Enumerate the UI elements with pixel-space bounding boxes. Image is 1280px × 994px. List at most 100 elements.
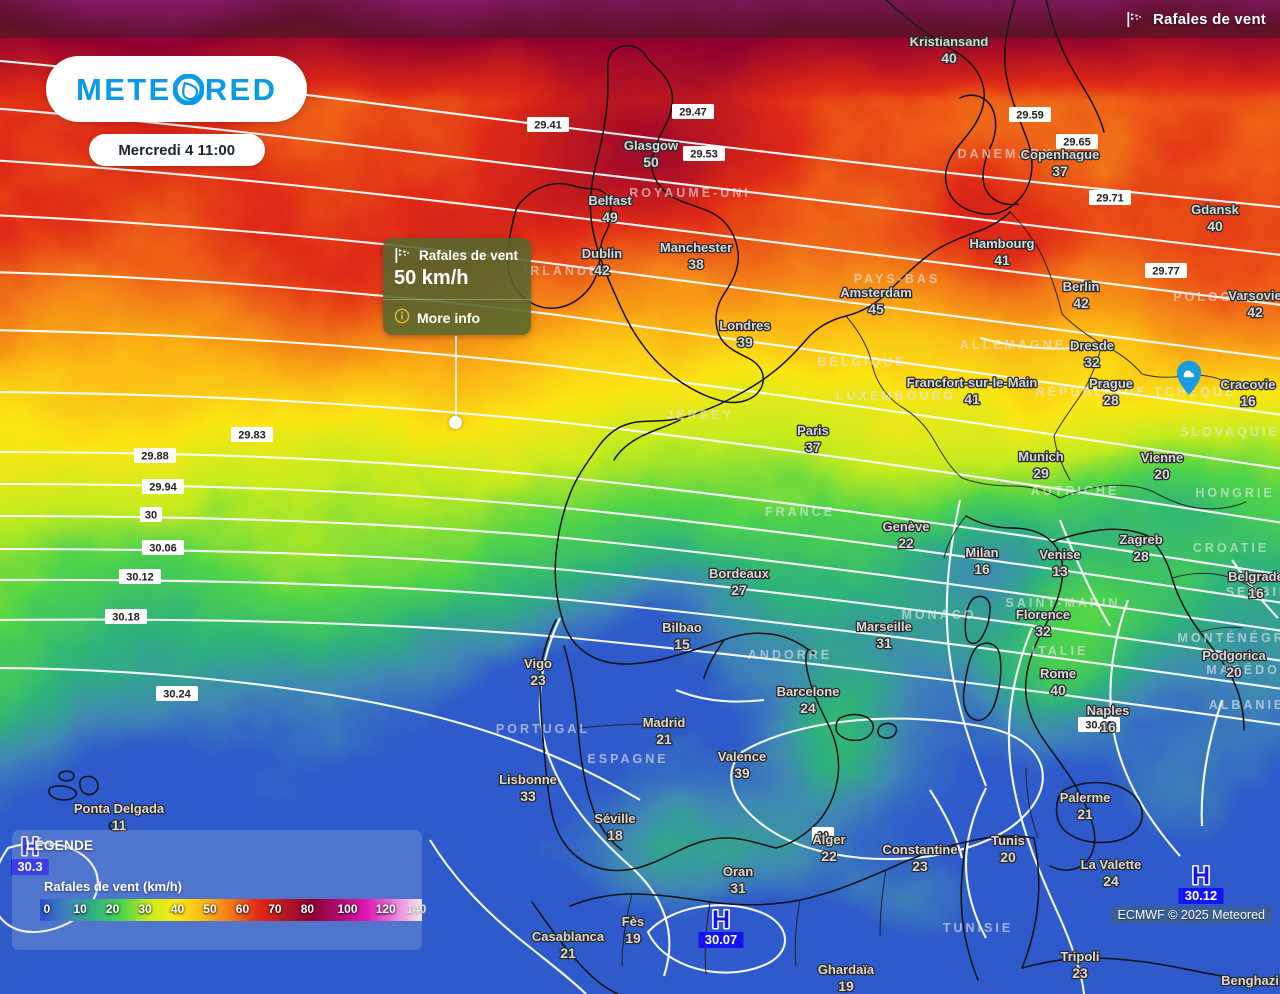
isobar-label-bg [1056,134,1098,149]
city-label: Lisbonne [499,772,557,787]
legend-subtitle: Rafales de vent (km/h) [44,879,182,894]
isobar-label: 29.59 [1016,110,1044,122]
city-label: Dublin [582,246,622,261]
brand-name-part1: METE [76,71,172,107]
isobar-label: 29.53 [690,149,718,161]
callout-title: Rafales de vent [419,248,519,263]
city-label: Podgorica [1202,648,1266,663]
city-value: 27 [731,582,747,598]
city-label: Oran [723,864,753,879]
city-value: 15 [674,636,690,652]
city-label: Fès [622,914,644,929]
city-value: 37 [805,439,821,455]
city-label: Zagreb [1119,532,1162,547]
city-value: 23 [530,672,546,688]
country-label: MONACO [902,608,977,622]
city-value: 29 [1033,465,1049,481]
country-label: PAYS-BAS [854,272,941,286]
city-value: 16 [1248,585,1264,601]
isobar-label-bg [683,146,725,161]
city-label: Paris [797,423,829,438]
isobar-label-bg [1089,190,1131,205]
legend-tick: 120 [375,902,396,916]
isobar-label-bg [1145,263,1187,278]
legend-tick: 40 [170,902,185,916]
pressure-center-value: 30.07 [705,932,738,947]
country-label: IRLANDE [524,264,601,278]
layer-header-bar: Rafales de vent [0,0,1280,38]
city-value: 37 [1052,163,1068,179]
isobar-label: 29.41 [534,120,562,132]
info-circle-icon [394,308,410,327]
city-value: 33 [520,788,536,804]
isobar-labels: 29.41 29.47 29.53 29.59 29.65 29.71 29.77 29.83… [105,104,1187,842]
city-label: Naples [1087,703,1130,718]
city-value: 38 [688,256,704,272]
city-label: Valence [718,749,766,764]
country-label: SAINT-MARIN [1006,596,1121,610]
city-label: Barcelone [777,684,840,699]
country-label: HONGRIE [1195,486,1274,500]
city-value: 49 [602,209,618,225]
layer-title: Rafales de vent [1152,10,1266,28]
city-label: Ghardaïa [818,962,875,977]
city-value: 16 [1240,393,1256,409]
city-value: 39 [734,765,750,781]
city-label: Palerme [1060,790,1111,805]
brand-block: METE RED Mercredi 4 11:00 [46,56,308,166]
city-value: 20 [1226,664,1242,680]
city-value: 32 [1084,354,1100,370]
city-label: Tripoli [1061,949,1100,964]
date-badge[interactable]: Mercredi 4 11:00 [88,134,265,166]
city-value: 39 [737,334,753,350]
location-pin-cloud-icon[interactable] [1176,360,1202,396]
isobar-label: 29.65 [1063,137,1091,149]
city-value: 18 [607,827,623,843]
city-label: Amsterdam [840,285,912,300]
more-info-label: More info [417,309,480,326]
meteored-droplet-icon [172,73,204,105]
callout-divider [383,299,531,300]
isobar-label-bg [811,827,835,842]
wind-gust-callout: Rafales de vent 50 km/h [383,238,531,429]
city-value: 16 [1100,719,1116,735]
legend-tick: 10 [73,902,87,916]
country-label: ROYAUME-UNI [629,186,750,200]
city-label: Vienne [1141,450,1183,465]
city-value: 41 [964,391,980,407]
city-label: Marseille [856,619,912,634]
legend-tick: 100 [337,902,358,916]
city-value: 23 [912,858,928,874]
city-value: 50 [643,154,659,170]
meteored-logo[interactable]: METE RED [46,56,308,122]
isobar-label: 30 [145,510,157,522]
isobar-label-bg [119,569,161,584]
pressure-center-symbol: H [1192,862,1210,890]
isobar-label: 30.24 [163,689,191,701]
legend-tick: 70 [268,902,282,916]
city-label: Séville [594,811,635,826]
city-label: Prague [1089,376,1133,391]
country-label: ITALIE [1032,644,1089,658]
city-value: 22 [821,848,837,864]
more-info-button[interactable]: More info [383,300,531,335]
brand-name-part2: RED [204,71,278,107]
isobar-label: 29.71 [1096,193,1124,205]
country-label: PORTUGAL [496,722,590,736]
country-label: LUXEMBOURG [836,389,956,403]
city-value: 40 [941,50,957,66]
legend-tick: 80 [300,902,315,916]
isobar-label-bg [156,686,198,701]
city-value: 45 [868,301,884,317]
wind-flag-icon [1126,11,1144,28]
city-label: Vigo [524,656,552,671]
city-label: Francfort-sur-le-Main [907,375,1038,390]
city-value: 24 [1103,873,1119,889]
attribution-label: ECMWF © 2025 Meteored [1110,906,1272,924]
city-label: Rome [1040,666,1076,681]
city-labels: Kristiansand40Glasgow50Belfast49Dublin42… [73,33,1280,994]
legend-tick: 60 [235,902,250,916]
city-label: Kristiansand [910,34,989,49]
legend-colorbar-wrap: 0 10 20 30 40 50 60 70 80 100 120 140 [40,899,426,921]
